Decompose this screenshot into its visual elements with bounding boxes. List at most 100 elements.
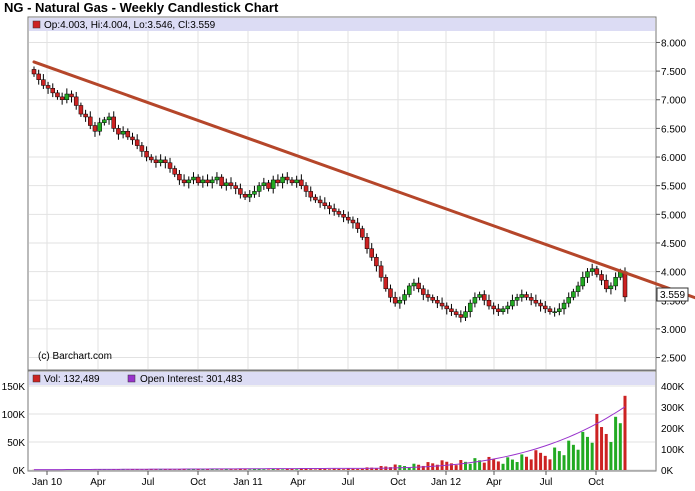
copyright-label: (c) Barchart.com <box>38 351 112 362</box>
candle-body <box>111 116 116 129</box>
candle-body <box>205 179 210 184</box>
candle-body <box>238 188 243 195</box>
last-price-label: 3.559 <box>660 290 685 301</box>
candle-body <box>472 297 478 304</box>
volume-bar <box>464 461 468 470</box>
volume-bar <box>590 442 594 470</box>
candle-body <box>219 176 224 186</box>
price-tick-label: 3.000 <box>661 325 686 336</box>
volume-bar <box>600 427 604 470</box>
volume-bar <box>215 469 219 470</box>
candle-body <box>83 113 88 118</box>
candle-body <box>552 311 557 313</box>
candle-body <box>519 294 525 298</box>
candle-body <box>102 119 107 123</box>
candle-body <box>163 159 168 164</box>
volume-bar <box>351 468 355 470</box>
candle-body <box>233 185 238 189</box>
candle-body <box>275 179 281 184</box>
price-legend-swatch <box>32 20 41 29</box>
volume-y-axis-left: 0K 50K 100K 150K <box>2 382 26 477</box>
volume-bar <box>581 431 585 470</box>
volume-bar <box>290 469 294 470</box>
volume-bar <box>618 423 622 470</box>
candle-body <box>247 194 253 198</box>
candle-body <box>585 271 590 278</box>
vol-legend-swatch <box>32 374 41 383</box>
candle-body <box>31 69 37 75</box>
candle-body <box>228 182 234 186</box>
oi-tick-label: 0K <box>661 466 674 477</box>
candle-body <box>575 285 581 292</box>
volume-bar <box>168 469 172 470</box>
volume-bar <box>356 469 360 470</box>
vol-tick-label: 150K <box>2 382 26 393</box>
volume-bar <box>604 433 608 470</box>
volume-bar <box>177 469 181 470</box>
last-price-box <box>656 287 689 302</box>
candle-body <box>392 297 398 304</box>
volume-bar <box>623 395 627 470</box>
volume-y-axis-right: 0K 100K 200K 300K 400K <box>661 382 685 477</box>
volume-bar <box>332 468 336 470</box>
candle-body <box>411 282 417 287</box>
candle-body <box>350 219 356 224</box>
trendline <box>32 60 695 300</box>
volume-bar <box>328 469 331 470</box>
candle-body <box>313 196 318 201</box>
price-panel <box>27 16 657 371</box>
vol-tick-label: 0K <box>13 466 26 477</box>
candle-body <box>69 93 74 98</box>
candle-body <box>543 305 548 310</box>
volume-bar <box>614 416 618 470</box>
candle-body <box>477 294 482 298</box>
candle-body <box>622 271 628 298</box>
volume-bar <box>191 469 195 470</box>
vol-tick-label: 100K <box>2 410 26 421</box>
price-tick-label: 5.500 <box>661 182 686 193</box>
candle-body <box>261 182 267 186</box>
volume-bar <box>567 440 571 470</box>
x-tick-label: Jul <box>540 477 553 488</box>
candle-body <box>603 279 609 290</box>
candle-body <box>364 236 370 249</box>
candle-body <box>397 300 403 304</box>
candle-body <box>533 300 539 304</box>
chart-title: NG - Natural Gas - Weekly Candlestick Ch… <box>4 0 279 15</box>
volume-bar <box>285 468 289 470</box>
volume-bar <box>595 414 599 470</box>
volume-bar <box>295 469 299 470</box>
volume-bar <box>501 463 505 470</box>
x-tick-label: Jan 10 <box>32 477 62 488</box>
volume-bar <box>201 469 205 470</box>
candle-body <box>200 179 206 184</box>
candle-body <box>191 176 196 181</box>
price-tick-label: 3.500 <box>661 296 686 307</box>
candle-body <box>280 176 285 184</box>
candle-body <box>177 173 182 181</box>
candle-body <box>214 176 220 181</box>
volume-bar <box>257 469 261 470</box>
candle-body <box>430 297 435 301</box>
price-tick-label: 7.500 <box>661 67 686 78</box>
volume-bar <box>346 468 350 470</box>
volume-bar <box>426 462 430 470</box>
candle-body <box>106 116 112 121</box>
volume-bar <box>342 469 346 470</box>
oi-tick-label: 300K <box>661 403 685 414</box>
volume-bar <box>459 460 463 470</box>
candle-body <box>496 308 501 312</box>
oi-tick-label: 400K <box>661 382 685 393</box>
volume-bar <box>248 469 252 470</box>
candle-body <box>242 194 248 198</box>
candle-body <box>444 305 450 310</box>
volume-panel <box>27 370 657 472</box>
candle-body <box>449 308 454 312</box>
volume-bar <box>571 444 575 470</box>
candle-body <box>167 162 173 169</box>
candle-body <box>97 122 102 132</box>
candle-body <box>55 92 60 98</box>
volume-bar <box>304 468 308 470</box>
candle-body <box>580 277 586 287</box>
